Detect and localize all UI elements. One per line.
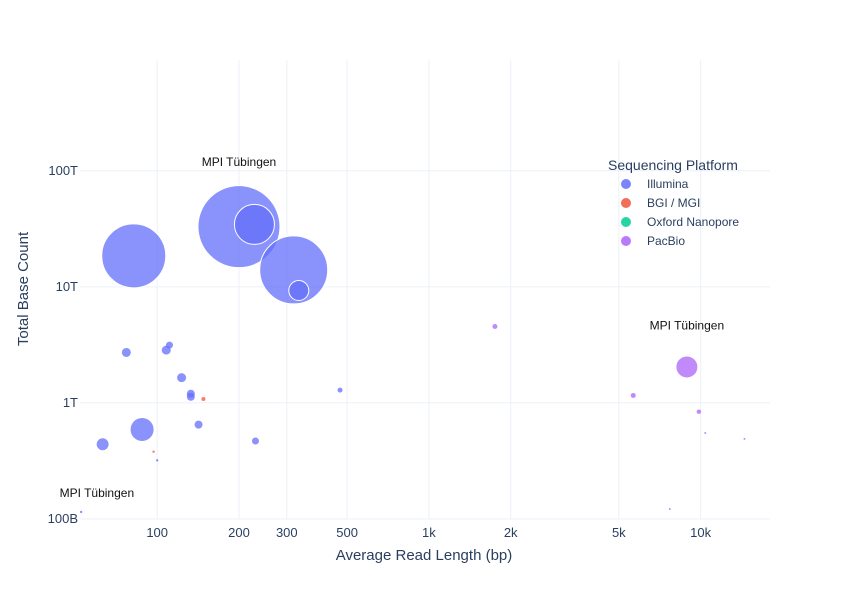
legend-item-label[interactable]: Oxford Nanopore bbox=[647, 215, 739, 229]
x-tick-label: 2k bbox=[504, 525, 518, 540]
data-point-illumina[interactable] bbox=[155, 459, 159, 462]
data-point-pacbio[interactable] bbox=[743, 437, 746, 440]
y-tick-label: 1T bbox=[63, 395, 78, 410]
data-point-bgi-mgi[interactable] bbox=[201, 397, 206, 402]
data-point-pacbio[interactable] bbox=[696, 409, 702, 414]
y-tick-label: 100B bbox=[48, 511, 78, 526]
data-point-pacbio[interactable] bbox=[675, 355, 699, 379]
data-point-illumina[interactable] bbox=[288, 280, 310, 302]
x-tick-label: 300 bbox=[276, 525, 298, 540]
data-point-illumina[interactable] bbox=[165, 341, 173, 349]
annotation-label: MPI Tübingen bbox=[202, 155, 277, 169]
data-point-illumina[interactable] bbox=[121, 347, 131, 357]
x-tick-label: 10k bbox=[690, 525, 711, 540]
data-point-bgi-mgi[interactable] bbox=[152, 450, 155, 453]
y-tick-label: 100T bbox=[48, 163, 78, 178]
legend-item-label[interactable]: BGI / MGI bbox=[647, 196, 700, 210]
legend-swatch[interactable] bbox=[621, 179, 631, 189]
legend-title: Sequencing Platform bbox=[608, 157, 738, 173]
data-point-illumina[interactable] bbox=[79, 510, 83, 514]
legend: Sequencing Platform Illumina BGI / MGI Oxf… bbox=[608, 157, 739, 248]
data-point-pacbio[interactable] bbox=[704, 432, 707, 435]
legend-swatch[interactable] bbox=[621, 217, 631, 227]
data-points bbox=[79, 185, 746, 514]
legend-item-label[interactable]: Illumina bbox=[647, 177, 689, 191]
x-tick-label: 500 bbox=[336, 525, 358, 540]
annotation-label: MPI Tübingen bbox=[650, 318, 725, 332]
x-tick-label: 100 bbox=[146, 525, 168, 540]
y-tick-label: 10T bbox=[56, 279, 78, 294]
legend-swatch[interactable] bbox=[621, 236, 631, 246]
annotations: MPI Tübingen MPI Tübingen MPI Tübingen bbox=[60, 155, 724, 500]
data-point-illumina[interactable] bbox=[251, 437, 259, 445]
data-point-illumina[interactable] bbox=[194, 420, 203, 429]
data-point-illumina[interactable] bbox=[101, 223, 167, 289]
x-axis-title: Average Read Length (bp) bbox=[336, 547, 513, 564]
data-point-illumina[interactable] bbox=[186, 392, 195, 401]
data-point-illumina[interactable] bbox=[129, 417, 155, 443]
data-point-illumina[interactable] bbox=[259, 235, 329, 305]
gridlines bbox=[80, 60, 770, 520]
tick-labels: 100 200 300 500 1k 2k 5k 10k 100B 1T 10T 100T bbox=[48, 163, 712, 540]
data-point-pacbio[interactable] bbox=[492, 324, 498, 330]
data-point-illumina[interactable] bbox=[96, 438, 109, 451]
data-point-illumina[interactable] bbox=[337, 387, 343, 393]
y-axis-title: Total Base Count bbox=[15, 231, 32, 346]
data-point-illumina[interactable] bbox=[177, 373, 187, 383]
legend-swatch[interactable] bbox=[621, 198, 631, 208]
legend-item-label[interactable]: PacBio bbox=[647, 234, 685, 248]
data-point-pacbio[interactable] bbox=[668, 507, 671, 510]
data-point-illumina[interactable] bbox=[233, 203, 275, 245]
annotation-label: MPI Tübingen bbox=[60, 486, 135, 500]
x-tick-label: 1k bbox=[422, 525, 436, 540]
x-tick-label: 200 bbox=[228, 525, 250, 540]
data-point-pacbio[interactable] bbox=[630, 392, 636, 398]
x-tick-label: 5k bbox=[612, 525, 626, 540]
